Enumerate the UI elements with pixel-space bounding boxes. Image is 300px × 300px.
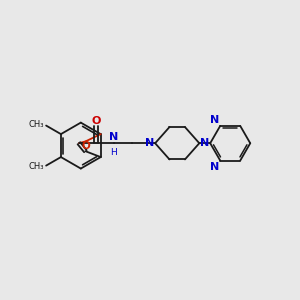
Text: N: N xyxy=(200,138,210,148)
Text: CH₃: CH₃ xyxy=(28,121,44,130)
Text: N: N xyxy=(210,162,219,172)
Text: O: O xyxy=(82,141,90,151)
Text: N: N xyxy=(145,138,154,148)
Text: N: N xyxy=(210,115,219,125)
Text: H: H xyxy=(110,148,117,157)
Text: O: O xyxy=(91,116,101,126)
Text: CH₃: CH₃ xyxy=(28,162,44,171)
Text: N: N xyxy=(109,132,118,142)
